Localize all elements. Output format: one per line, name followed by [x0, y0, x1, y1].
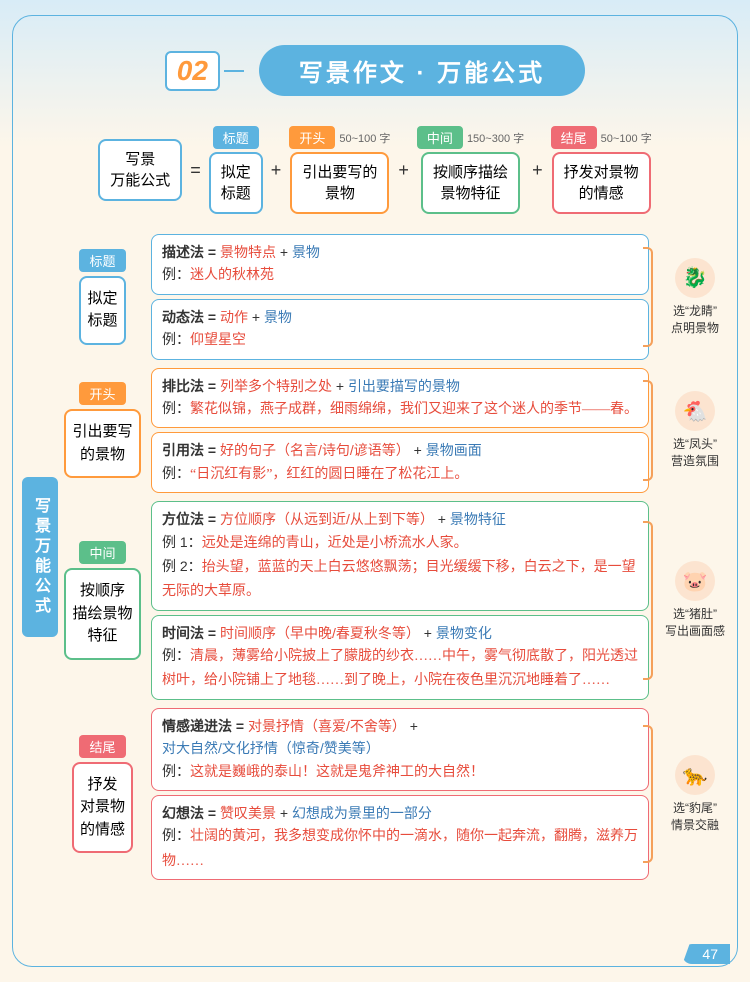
side-text: 选“豹尾”: [673, 799, 717, 816]
section-head: 结尾抒发对景物的情感: [60, 708, 145, 880]
brace-icon: [643, 380, 653, 480]
section-tag: 开头: [79, 382, 125, 405]
method-example: 例：壮阔的黄河，我多想变成你怀中的一滴水，随你一起奔流，翻腾，滋养万物……: [162, 824, 638, 873]
method-example: 例：迷人的秋林苑: [162, 263, 638, 287]
method-example: 例 1：远处是连绵的青山，近处是小桥流水人家。: [162, 531, 638, 555]
method-title: 排比法 = 列举多个特别之处 + 引出要描写的景物: [162, 375, 638, 397]
section-row: 标题拟定标题描述法 = 景物特点 + 景物例：迷人的秋林苑动态法 = 动作 + …: [60, 234, 735, 360]
side-text: 情景交融: [671, 816, 719, 833]
side-text: 选“凤头”: [673, 435, 717, 452]
method-example: 例：“日沉红有影”，红红的圆日睡在了松花江上。: [162, 462, 638, 486]
side-text: 选“龙睛”: [673, 302, 717, 319]
methods: 方位法 = 方位顺序（从远到近/从上到下等） + 景物特征例 1：远处是连绵的青…: [151, 501, 649, 700]
method-title: 方位法 = 方位顺序（从远到近/从上到下等） + 景物特征: [162, 508, 638, 530]
methods: 情感递进法 = 对景抒情（喜爱/不舍等） + 对大自然/文化抒情（惊奇/赞美等）…: [151, 708, 649, 880]
side-note: 🐆 选“豹尾”情景交融: [655, 708, 735, 880]
section-row: 开头引出要写的景物排比法 = 列举多个特别之处 + 引出要描写的景物例：繁花似锦…: [60, 368, 735, 494]
section-head: 开头引出要写的景物: [60, 368, 145, 494]
side-note: 🐉 选“龙睛”点明景物: [655, 234, 735, 360]
method-title: 幻想法 = 赞叹美景 + 幻想成为景里的一部分: [162, 802, 638, 824]
method-title: 情感递进法 = 对景抒情（喜爱/不舍等） + 对大自然/文化抒情（惊奇/赞美等）: [162, 715, 638, 760]
side-text: 营造氛围: [671, 452, 719, 469]
method-example: 例：这就是巍峨的泰山！这就是鬼斧神工的大自然！: [162, 760, 638, 784]
side-text: 点明景物: [671, 319, 719, 336]
brace-icon: [643, 725, 653, 863]
method-example: 例：繁花似锦，燕子成群，细雨绵绵，我们又迎来了这个迷人的季节——春。: [162, 397, 638, 421]
section-box: 抒发对景物的情感: [72, 762, 133, 854]
section-head: 标题拟定标题: [60, 234, 145, 360]
section-box: 拟定标题: [79, 276, 125, 345]
spine-label: 写景万能公式: [22, 477, 58, 637]
animal-icon: 🐔: [675, 391, 715, 431]
lesson-number: 02: [165, 51, 220, 91]
method-title: 动态法 = 动作 + 景物: [162, 306, 638, 328]
sections: 标题拟定标题描述法 = 景物特点 + 景物例：迷人的秋林苑动态法 = 动作 + …: [60, 234, 735, 880]
section-tag: 中间: [79, 541, 125, 564]
animal-icon: 🐷: [675, 561, 715, 601]
method-title: 描述法 = 景物特点 + 景物: [162, 241, 638, 263]
spine: 写景万能公式: [20, 234, 60, 880]
method-card: 方位法 = 方位顺序（从远到近/从上到下等） + 景物特征例 1：远处是连绵的青…: [151, 501, 649, 611]
brace-icon: [643, 521, 653, 680]
method-card: 时间法 = 时间顺序（早中晚/春夏秋冬等） + 景物变化例：清晨，薄雾给小院披上…: [151, 615, 649, 700]
method-card: 描述法 = 景物特点 + 景物例：迷人的秋林苑: [151, 234, 649, 295]
method-card: 排比法 = 列举多个特别之处 + 引出要描写的景物例：繁花似锦，燕子成群，细雨绵…: [151, 368, 649, 429]
method-card: 动态法 = 动作 + 景物例：仰望星空: [151, 299, 649, 360]
method-example: 例 2：抬头望，蓝蓝的天上白云悠悠飘荡；目光缓缓下移，白云之下，是一望无际的大草…: [162, 555, 638, 604]
side-text: 选“猪肚”: [673, 605, 717, 622]
method-card: 情感递进法 = 对景抒情（喜爱/不舍等） + 对大自然/文化抒情（惊奇/赞美等）…: [151, 708, 649, 791]
side-text: 写出画面感: [665, 622, 725, 639]
section-row: 结尾抒发对景物的情感情感递进法 = 对景抒情（喜爱/不舍等） + 对大自然/文化…: [60, 708, 735, 880]
connector: [224, 70, 244, 72]
diagram: 写景万能公式 标题拟定标题描述法 = 景物特点 + 景物例：迷人的秋林苑动态法 …: [20, 234, 735, 880]
side-note: 🐷 选“猪肚”写出画面感: [655, 501, 735, 700]
section-box: 引出要写的景物: [64, 409, 140, 478]
method-card: 引用法 = 好的句子（名言/诗句/谚语等） + 景物画面例：“日沉红有影”，红红…: [151, 432, 649, 493]
method-example: 例：仰望星空: [162, 328, 638, 352]
methods: 描述法 = 景物特点 + 景物例：迷人的秋林苑动态法 = 动作 + 景物例：仰望…: [151, 234, 649, 360]
brace-icon: [643, 247, 653, 347]
header: 02 写景作文 · 万能公式: [0, 0, 750, 96]
section-box: 按顺序描绘景物特征: [64, 568, 140, 660]
page-number: 47: [682, 944, 730, 964]
lesson-title: 写景作文 · 万能公式: [259, 45, 585, 96]
side-note: 🐔 选“凤头”营造氛围: [655, 368, 735, 494]
section-head: 中间按顺序描绘景物特征: [60, 501, 145, 700]
animal-icon: 🐉: [675, 258, 715, 298]
methods: 排比法 = 列举多个特别之处 + 引出要描写的景物例：繁花似锦，燕子成群，细雨绵…: [151, 368, 649, 494]
section-tag: 标题: [79, 249, 125, 272]
method-card: 幻想法 = 赞叹美景 + 幻想成为景里的一部分例：壮阔的黄河，我多想变成你怀中的…: [151, 795, 649, 880]
method-title: 引用法 = 好的句子（名言/诗句/谚语等） + 景物画面: [162, 439, 638, 461]
animal-icon: 🐆: [675, 755, 715, 795]
section-row: 中间按顺序描绘景物特征方位法 = 方位顺序（从远到近/从上到下等） + 景物特征…: [60, 501, 735, 700]
method-example: 例：清晨，薄雾给小院披上了朦胧的纱衣……中午，雾气彻底散了，阳光透过树叶，给小院…: [162, 644, 638, 693]
method-title: 时间法 = 时间顺序（早中晚/春夏秋冬等） + 景物变化: [162, 622, 638, 644]
section-tag: 结尾: [79, 735, 125, 758]
